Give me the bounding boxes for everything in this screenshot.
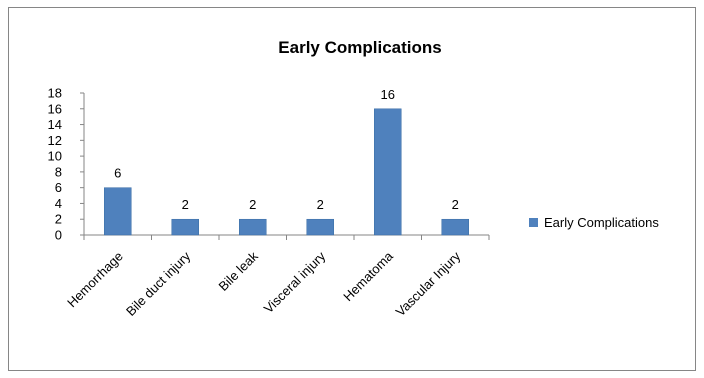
bars [104, 108, 469, 236]
bar-bile-leak [239, 218, 267, 236]
y-tick-label: 6 [55, 180, 62, 195]
legend: Early Complications [529, 215, 659, 230]
data-label: 2 [452, 197, 459, 212]
category-label: Bile leak [216, 248, 262, 294]
x-axis [83, 234, 490, 240]
category-label: Hematoma [340, 248, 396, 304]
y-tick-label: 0 [55, 228, 62, 243]
y-tick-label: 8 [55, 164, 62, 179]
data-label: 2 [182, 197, 189, 212]
y-tick-label: 2 [55, 212, 62, 227]
chart-title: Early Complications [278, 38, 441, 57]
y-tick-label: 16 [48, 101, 62, 116]
data-label: 16 [381, 87, 395, 102]
y-tick-label: 14 [48, 117, 62, 132]
bar-hemorrhage [104, 187, 132, 236]
data-label: 2 [249, 197, 256, 212]
y-tick-label: 12 [48, 133, 62, 148]
y-tick-label: 10 [48, 149, 62, 164]
category-label: Bile duct injury [123, 248, 194, 319]
y-tick-label: 4 [55, 196, 62, 211]
category-label: Vascular Injury [393, 248, 464, 319]
legend-swatch [529, 218, 538, 227]
category-label: Hemorrhage [64, 249, 126, 311]
data-label: 2 [317, 197, 324, 212]
legend-label: Early Complications [544, 215, 659, 230]
data-labels: 6 2 2 2 16 2 [114, 87, 459, 212]
data-label: 6 [114, 166, 121, 181]
bar-bile-duct-injury [171, 218, 199, 236]
category-label: Visceral injury [261, 248, 329, 316]
bar-vascular-injury [441, 218, 469, 236]
bar-hematoma [374, 108, 402, 236]
y-tick-label: 18 [48, 86, 62, 101]
bar-visceral-injury [306, 218, 334, 236]
